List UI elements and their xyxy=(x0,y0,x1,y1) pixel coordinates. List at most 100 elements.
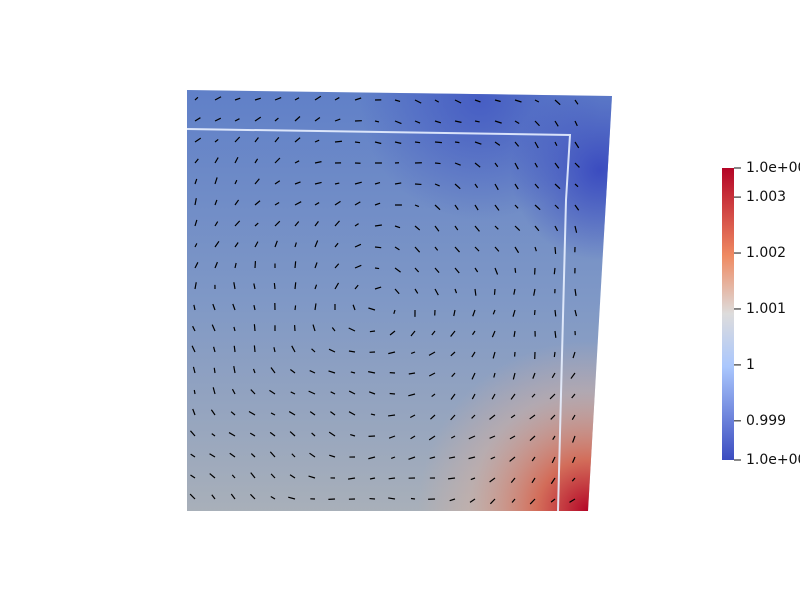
glyph xyxy=(330,391,336,395)
glyph xyxy=(571,414,576,421)
glyph xyxy=(354,223,359,227)
glyph xyxy=(231,388,236,395)
glyph xyxy=(434,288,439,296)
tick-label: 1 xyxy=(746,357,755,373)
glyph xyxy=(531,456,536,462)
glyph xyxy=(454,183,461,190)
glyph xyxy=(269,451,276,458)
glyph xyxy=(430,414,436,420)
glyph xyxy=(514,225,521,232)
glyph xyxy=(494,183,499,191)
glyph xyxy=(374,267,380,270)
glyph xyxy=(570,372,576,379)
glyph xyxy=(553,351,556,358)
glyph xyxy=(474,120,480,123)
glyph xyxy=(394,246,400,251)
glyph xyxy=(493,288,496,295)
glyph xyxy=(554,204,560,210)
glyph xyxy=(309,370,316,374)
glyph xyxy=(431,393,436,398)
glyph xyxy=(234,179,238,185)
glyph xyxy=(489,477,496,483)
glyph xyxy=(348,350,356,353)
glyph xyxy=(474,246,480,252)
glyph xyxy=(494,225,499,230)
glyph xyxy=(294,181,301,185)
glyph xyxy=(309,452,316,458)
glyph xyxy=(254,222,259,227)
glyph xyxy=(551,372,556,379)
glyph xyxy=(414,99,422,104)
glyph xyxy=(374,202,381,206)
glyph xyxy=(314,240,319,248)
glyph xyxy=(290,369,296,374)
glyph xyxy=(474,141,482,145)
glyph xyxy=(254,178,260,185)
glyph xyxy=(230,493,236,500)
glyph xyxy=(253,345,256,353)
glyph xyxy=(334,282,340,290)
glyph xyxy=(212,387,216,395)
glyph xyxy=(214,157,219,164)
glyph xyxy=(510,414,516,419)
glyph xyxy=(311,432,316,437)
glyph xyxy=(512,372,516,380)
glyph xyxy=(330,411,336,416)
glyph xyxy=(228,432,236,437)
glyph xyxy=(529,414,536,420)
glyph xyxy=(194,117,201,122)
glyph xyxy=(354,97,362,101)
glyph xyxy=(289,431,296,437)
tick-label: 1.0e+00 xyxy=(746,160,800,176)
glyph xyxy=(408,456,416,460)
glyph xyxy=(194,219,198,227)
glyph xyxy=(471,414,476,419)
glyph xyxy=(350,371,356,374)
glyph xyxy=(474,225,480,232)
glyph xyxy=(414,204,420,208)
glyph xyxy=(234,242,239,248)
glyph xyxy=(189,430,196,437)
glyph xyxy=(550,477,556,485)
glyph xyxy=(334,220,340,227)
glyph xyxy=(494,120,502,124)
glyph xyxy=(434,246,439,251)
glyph xyxy=(571,393,576,399)
glyph xyxy=(534,99,540,103)
glyph xyxy=(294,305,297,311)
glyph xyxy=(374,141,382,145)
glyph xyxy=(514,267,517,273)
glyph xyxy=(494,246,500,252)
glyph xyxy=(574,162,580,168)
glyph xyxy=(454,267,460,274)
glyph xyxy=(253,324,256,332)
glyph xyxy=(308,475,316,479)
glyph xyxy=(447,477,456,480)
glyph xyxy=(250,472,256,479)
glyph xyxy=(410,330,416,337)
glyph xyxy=(274,117,279,122)
glyph xyxy=(234,156,239,164)
glyph xyxy=(550,498,556,503)
glyph xyxy=(394,120,402,125)
glyph xyxy=(574,183,579,188)
glyph xyxy=(213,367,216,374)
glyph xyxy=(510,477,516,483)
glyph xyxy=(273,282,276,290)
glyph xyxy=(193,304,196,311)
glyph xyxy=(270,473,276,479)
glyph xyxy=(414,246,421,253)
glyph xyxy=(212,303,216,311)
glyph xyxy=(511,498,516,503)
glyph xyxy=(574,120,578,127)
glyph xyxy=(494,99,501,103)
glyph xyxy=(231,474,236,479)
glyph xyxy=(214,261,218,269)
glyph xyxy=(454,288,458,294)
glyph xyxy=(294,261,297,269)
glyph xyxy=(274,220,281,227)
glyph xyxy=(328,431,336,437)
glyph xyxy=(294,160,300,164)
glyph xyxy=(554,120,559,127)
